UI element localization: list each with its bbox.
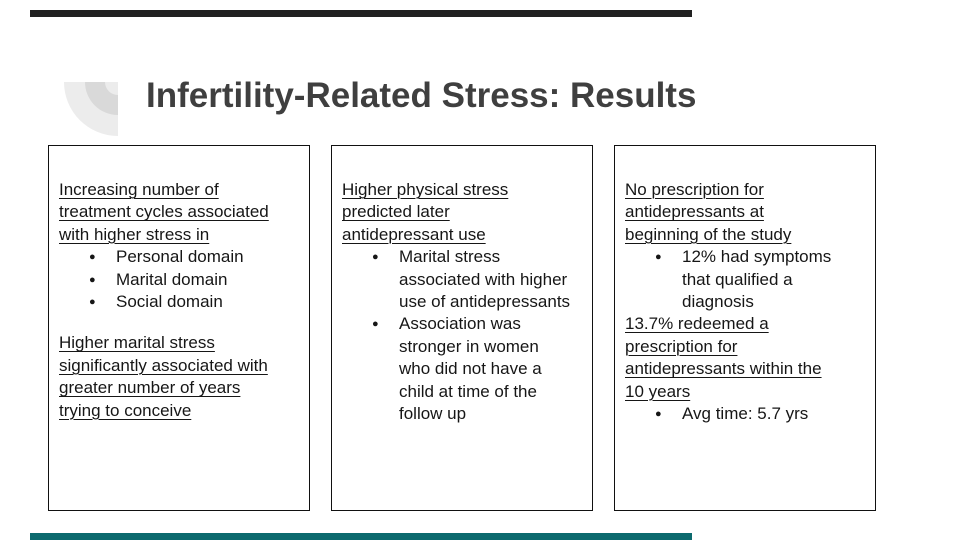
box3-bullet-list-2: Avg time: 5.7 yrs <box>625 403 867 426</box>
list-item: Personal domain <box>59 246 301 269</box>
list-item: Avg time: 5.7 yrs <box>625 403 867 426</box>
box2-bullet-list: Marital stress associated with higher us… <box>342 246 584 425</box>
results-box-antidepressants: No prescription for antidepressants at b… <box>614 145 876 511</box>
list-item: Marital domain <box>59 269 301 292</box>
box1-bullet-list: Personal domain Marital domain Social do… <box>59 246 301 314</box>
corner-fan-decoration <box>64 82 118 136</box>
box1-subheading: Higher marital stress significantly asso… <box>59 333 268 420</box>
list-item: Association was stronger in women who di… <box>342 313 584 425</box>
box1-heading: Increasing number of treatment cycles as… <box>59 180 269 244</box>
box3-bullet-list: 12% had symptoms that qualified a diagno… <box>625 246 867 313</box>
list-item: 12% had symptoms that qualified a diagno… <box>625 246 867 313</box>
box3-heading: No prescription for antidepressants at b… <box>625 180 792 244</box>
slide-title: Infertility-Related Stress: Results <box>146 76 697 115</box>
list-item: Social domain <box>59 291 301 314</box>
results-box-treatment-cycles: Increasing number of treatment cycles as… <box>48 145 310 511</box>
results-box-physical-stress: Higher physical stress predicted later a… <box>331 145 593 511</box>
box2-heading: Higher physical stress predicted later a… <box>342 180 509 244</box>
bottom-accent-bar <box>30 533 692 540</box>
top-accent-bar <box>30 10 692 17</box>
box3-subheading: 13.7% redeemed a prescription for antide… <box>625 314 822 401</box>
list-item: Marital stress associated with higher us… <box>342 246 584 313</box>
